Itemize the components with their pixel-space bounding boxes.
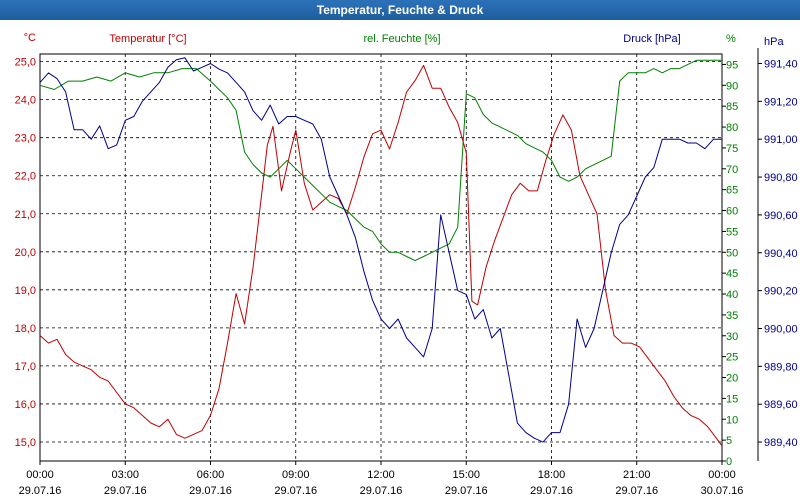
series-label-humidity: rel. Feuchte [%] bbox=[363, 33, 440, 45]
y-tick-humidity: 85 bbox=[726, 101, 738, 113]
x-tick-date: 29.07.16 bbox=[189, 485, 232, 497]
series-line-pressure bbox=[39, 57, 722, 443]
y-tick-temperature: 20,0 bbox=[15, 247, 36, 259]
x-tick-time: 18:00 bbox=[538, 469, 566, 481]
y-tick-pressure: 991,00 bbox=[764, 134, 798, 146]
y-tick-temperature: 16,0 bbox=[15, 399, 36, 411]
y-tick-humidity: 35 bbox=[726, 310, 738, 322]
y-tick-humidity: 10 bbox=[726, 414, 738, 426]
window-title: Temperatur, Feuchte & Druck bbox=[0, 0, 800, 20]
y-tick-humidity: 15 bbox=[726, 393, 738, 405]
series-line-humidity bbox=[39, 59, 722, 262]
y-tick-humidity: 60 bbox=[726, 206, 738, 218]
x-tick-time: 09:00 bbox=[282, 469, 310, 481]
x-tick-time: 06:00 bbox=[197, 469, 225, 481]
y-tick-temperature: 17,0 bbox=[15, 361, 36, 373]
x-tick-time: 21:00 bbox=[623, 469, 651, 481]
y-tick-pressure: 989,40 bbox=[764, 437, 798, 449]
axis-unit-temperature: °C bbox=[24, 32, 36, 44]
y-tick-humidity: 70 bbox=[726, 164, 738, 176]
y-tick-temperature: 22,0 bbox=[15, 171, 36, 183]
x-tick-time: 12:00 bbox=[367, 469, 395, 481]
y-tick-pressure: 990,20 bbox=[764, 286, 798, 298]
chart-area: 00:00 29.07.16 03:00 29.07.16 06:00 29.07.16 0… bbox=[15, 32, 798, 497]
y-tick-temperature: 23,0 bbox=[15, 133, 36, 145]
y-tick-temperature: 24,0 bbox=[15, 95, 36, 107]
y-tick-humidity: 65 bbox=[726, 185, 738, 197]
y-tick-humidity: 0 bbox=[726, 456, 732, 468]
y-tick-temperature: 19,0 bbox=[15, 285, 36, 297]
y-tick-humidity: 80 bbox=[726, 122, 738, 134]
axis-unit-humidity: % bbox=[726, 33, 736, 45]
y-tick-pressure: 991,40 bbox=[764, 58, 798, 70]
y-tick-humidity: 50 bbox=[726, 247, 738, 259]
y-tick-humidity: 45 bbox=[726, 268, 738, 280]
y-tick-humidity: 40 bbox=[726, 289, 738, 301]
x-tick-date: 29.07.16 bbox=[274, 485, 317, 497]
y-tick-pressure: 991,20 bbox=[764, 96, 798, 108]
x-tick-date: 30.07.16 bbox=[701, 485, 744, 497]
y-tick-humidity: 20 bbox=[726, 373, 738, 385]
x-tick-date: 29.07.16 bbox=[104, 485, 147, 497]
y-tick-pressure: 990,60 bbox=[764, 210, 798, 222]
x-tick-date: 29.07.16 bbox=[530, 485, 573, 497]
series-label-temperature: Temperatur [°C] bbox=[109, 33, 186, 45]
y-tick-humidity: 95 bbox=[726, 59, 738, 71]
y-tick-humidity: 30 bbox=[726, 331, 738, 343]
y-tick-humidity: 90 bbox=[726, 80, 738, 92]
y-tick-humidity: 5 bbox=[726, 435, 732, 447]
y-tick-temperature: 15,0 bbox=[15, 437, 36, 449]
y-tick-temperature: 18,0 bbox=[15, 323, 36, 335]
y-tick-pressure: 989,60 bbox=[764, 399, 798, 411]
x-tick-time: 00:00 bbox=[708, 469, 736, 481]
y-tick-humidity: 55 bbox=[726, 226, 738, 238]
y-tick-temperature: 25,0 bbox=[15, 57, 36, 69]
x-tick-time: 03:00 bbox=[111, 469, 139, 481]
series-label-pressure: Druck [hPa] bbox=[623, 33, 680, 45]
y-tick-humidity: 75 bbox=[726, 143, 738, 155]
x-tick-date: 29.07.16 bbox=[445, 485, 488, 497]
x-tick-date: 29.07.16 bbox=[360, 485, 403, 497]
x-tick-time: 15:00 bbox=[452, 469, 480, 481]
y-tick-pressure: 990,40 bbox=[764, 248, 798, 260]
series-line-temperature bbox=[39, 64, 723, 447]
y-tick-temperature: 21,0 bbox=[15, 209, 36, 221]
x-tick-date: 29.07.16 bbox=[19, 485, 62, 497]
x-tick-time: 00:00 bbox=[26, 469, 54, 481]
x-tick-date: 29.07.16 bbox=[615, 485, 658, 497]
y-tick-pressure: 990,00 bbox=[764, 323, 798, 335]
axis-unit-pressure: hPa bbox=[764, 36, 784, 48]
y-tick-humidity: 25 bbox=[726, 352, 738, 364]
y-tick-pressure: 990,80 bbox=[764, 172, 798, 184]
y-tick-pressure: 989,80 bbox=[764, 361, 798, 373]
